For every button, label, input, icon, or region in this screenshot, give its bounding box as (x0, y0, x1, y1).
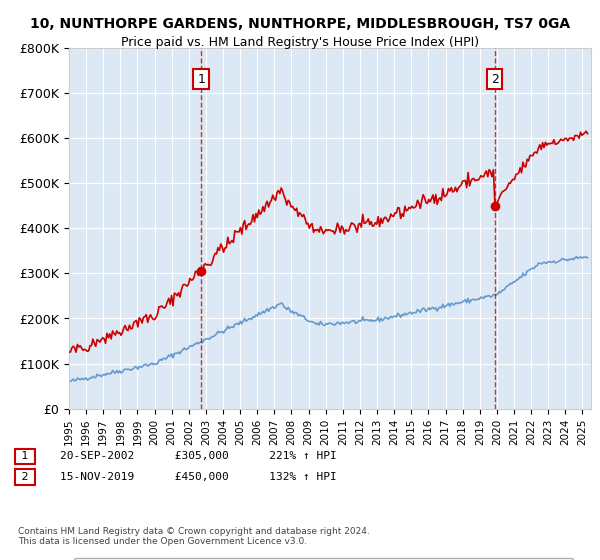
Text: 20-SEP-2002      £305,000      221% ↑ HPI: 20-SEP-2002 £305,000 221% ↑ HPI (60, 451, 337, 461)
Text: Contains HM Land Registry data © Crown copyright and database right 2024.
This d: Contains HM Land Registry data © Crown c… (18, 526, 370, 546)
Legend: 10, NUNTHORPE GARDENS, NUNTHORPE, MIDDLESBROUGH, TS7 0GA (detached house), HPI: : 10, NUNTHORPE GARDENS, NUNTHORPE, MIDDLE… (74, 558, 573, 560)
Text: 1: 1 (18, 451, 32, 461)
Text: 2: 2 (18, 472, 32, 482)
Text: Price paid vs. HM Land Registry's House Price Index (HPI): Price paid vs. HM Land Registry's House … (121, 36, 479, 49)
Text: 10, NUNTHORPE GARDENS, NUNTHORPE, MIDDLESBROUGH, TS7 0GA: 10, NUNTHORPE GARDENS, NUNTHORPE, MIDDLE… (30, 17, 570, 31)
Text: 2: 2 (491, 73, 499, 86)
Text: 15-NOV-2019      £450,000      132% ↑ HPI: 15-NOV-2019 £450,000 132% ↑ HPI (60, 472, 337, 482)
Text: 1: 1 (197, 73, 205, 86)
